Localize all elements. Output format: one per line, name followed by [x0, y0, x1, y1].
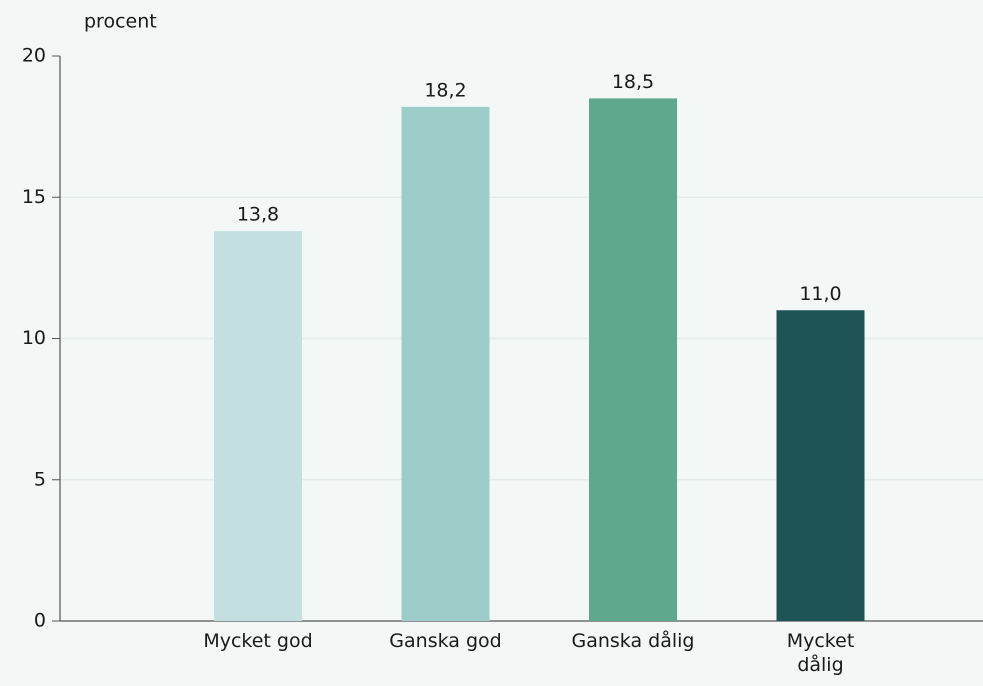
y-tick-label: 20 [22, 45, 46, 67]
y-tick-label: 10 [22, 327, 46, 349]
y-tick-label: 0 [34, 610, 46, 632]
x-tick-label: Mycket god [203, 630, 313, 652]
bar [214, 231, 302, 621]
y-tick-label: 15 [22, 186, 46, 208]
bar [776, 310, 865, 621]
bar [401, 106, 490, 622]
value-label: 11,0 [799, 283, 841, 305]
y-tick-label: 5 [34, 468, 46, 490]
x-tick-label: Mycket dålig [786, 630, 855, 676]
bar [589, 98, 677, 621]
x-tick-label: Ganska god [389, 630, 502, 652]
value-label: 18,5 [612, 71, 654, 93]
value-label: 13,8 [237, 204, 279, 226]
y-axis-label: procent [84, 11, 157, 33]
value-label: 18,2 [424, 79, 466, 101]
x-tick-label: Ganska dålig [571, 630, 695, 652]
